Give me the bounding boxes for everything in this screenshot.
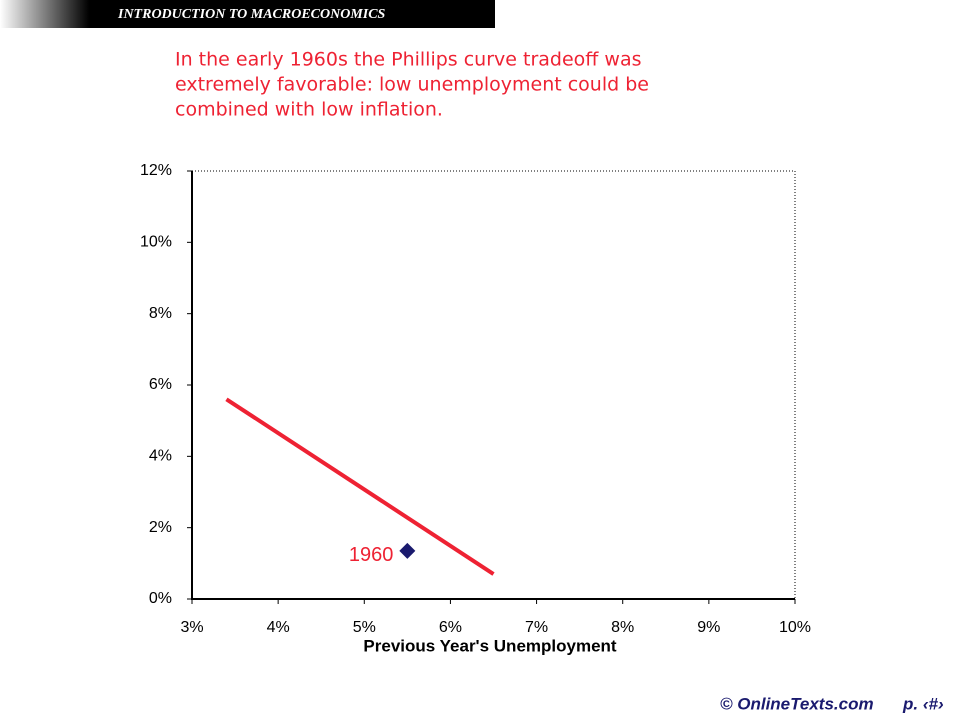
y-tick-label: 12% [140, 162, 172, 179]
x-tick-label: 10% [779, 619, 811, 636]
annotation-line: combined with low inflation. [175, 99, 443, 121]
annotation: In the early 1960s the Phillips curve tr… [175, 49, 649, 121]
header-bar [0, 0, 495, 28]
footer-page: p. ‹#› [902, 694, 944, 713]
annotation-line: extremely favorable: low unemployment co… [175, 74, 649, 96]
y-tick-label: 8% [149, 305, 172, 322]
y-tick-label: 2% [149, 519, 172, 536]
y-tick-label: 10% [140, 234, 172, 251]
tradeoff-line [225, 397, 495, 576]
x-tick-label: 3% [180, 619, 203, 636]
footer-source: © OnlineTexts.com [720, 694, 874, 713]
header-title: INTRODUCTION TO MACROECONOMICS [117, 7, 386, 22]
x-tick-label: 4% [267, 619, 290, 636]
annotation-line: In the early 1960s the Phillips curve tr… [175, 49, 642, 71]
x-tick-label: 9% [697, 619, 720, 636]
x-tick-label: 6% [439, 619, 462, 636]
x-tick-label: 7% [525, 619, 548, 636]
y-tick-label: 0% [149, 590, 172, 607]
x-axis-title: Previous Year's Unemployment [363, 636, 617, 655]
x-tick-label: 5% [353, 619, 376, 636]
x-tick-label: 8% [611, 619, 634, 636]
y-tick-label: 6% [149, 376, 172, 393]
data-point [399, 542, 416, 559]
point-label: 1960 [349, 544, 394, 566]
y-tick-label: 4% [149, 448, 172, 465]
